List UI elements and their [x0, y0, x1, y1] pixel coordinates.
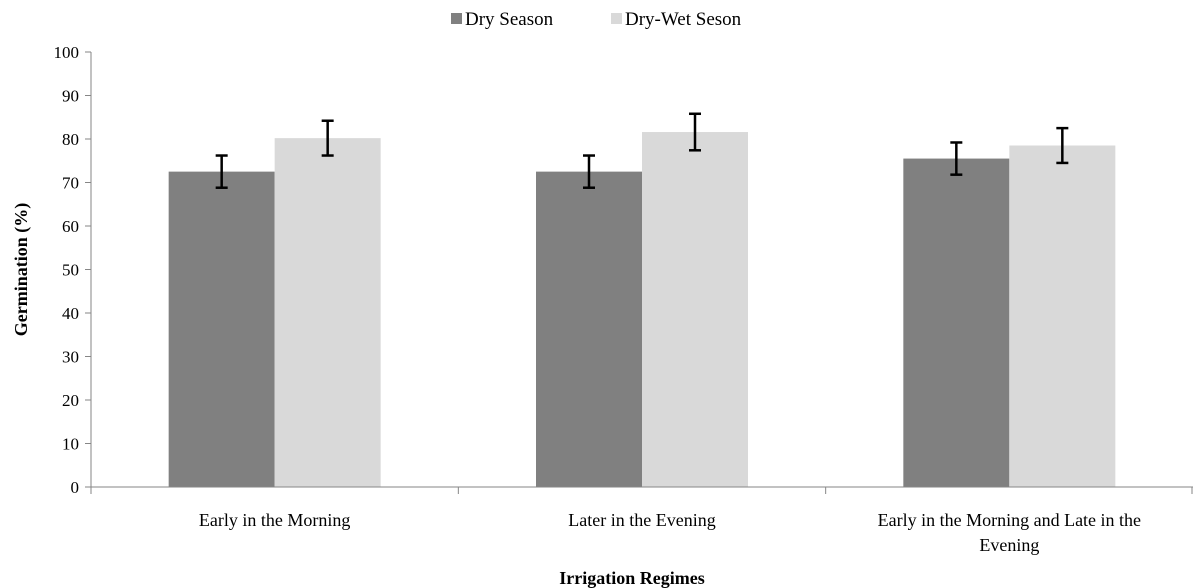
error-bars — [215, 112, 1069, 189]
x-category-label-line: Early in the Morning — [199, 510, 350, 530]
error-bar-2-1 — [321, 119, 334, 157]
labels: 0 10 20 30 40 50 60 70 80 90 100 Early in the Morni… — [11, 43, 1141, 588]
y-tick-label: 90 — [62, 87, 79, 106]
legend-swatch — [451, 13, 462, 24]
error-bar-1-1 — [215, 154, 228, 189]
x-category-label: Early in the Morning and Late in the Even… — [878, 510, 1141, 555]
y-tick-label: 50 — [62, 261, 79, 280]
y-tick-label: 100 — [54, 43, 80, 62]
y-tick-label: 30 — [62, 348, 79, 367]
y-axis-title: Germination (%) — [11, 203, 32, 336]
legend-swatch — [611, 13, 622, 24]
axes — [85, 51, 1193, 494]
x-category-label: Early in the Morning — [199, 510, 350, 530]
bar-dry-season-2 — [536, 171, 642, 487]
y-tick-label: 20 — [62, 391, 79, 410]
x-category-label-line: Early in the Morning and Late in the — [878, 510, 1141, 530]
y-tick-label: 40 — [62, 304, 79, 323]
legend-item-1: Dry Season — [451, 9, 554, 30]
legend-label: Dry-Wet Seson — [625, 9, 742, 30]
bar-dry-wet-season-1 — [274, 138, 381, 487]
legend-label: Dry Season — [465, 9, 554, 30]
legend-item-2: Dry-Wet Seson — [611, 9, 742, 30]
y-tick-label: 70 — [62, 174, 79, 193]
error-bar-2-3 — [1056, 126, 1069, 165]
x-category-label-line: Later in the Evening — [568, 510, 715, 530]
bar-dry-season-3 — [903, 158, 1010, 487]
legend: Dry Season Dry-Wet Seson — [451, 9, 742, 30]
x-category-label-line: Evening — [979, 535, 1039, 555]
y-tick-label: 80 — [62, 130, 79, 149]
bar-dry-wet-season-3 — [1009, 145, 1116, 487]
y-tick-label: 0 — [71, 478, 80, 497]
x-axis-title: Irrigation Regimes — [559, 568, 704, 588]
error-bar-2-2 — [689, 112, 701, 152]
bar-dry-season-1 — [168, 171, 275, 487]
x-category-label: Later in the Evening — [568, 510, 715, 530]
bars — [168, 132, 1116, 488]
error-bar-1-3 — [950, 141, 963, 176]
bar-dry-wet-season-2 — [642, 132, 748, 488]
error-bar-1-2 — [583, 154, 595, 189]
y-tick-label: 10 — [62, 435, 79, 454]
y-tick-label: 60 — [62, 217, 79, 236]
